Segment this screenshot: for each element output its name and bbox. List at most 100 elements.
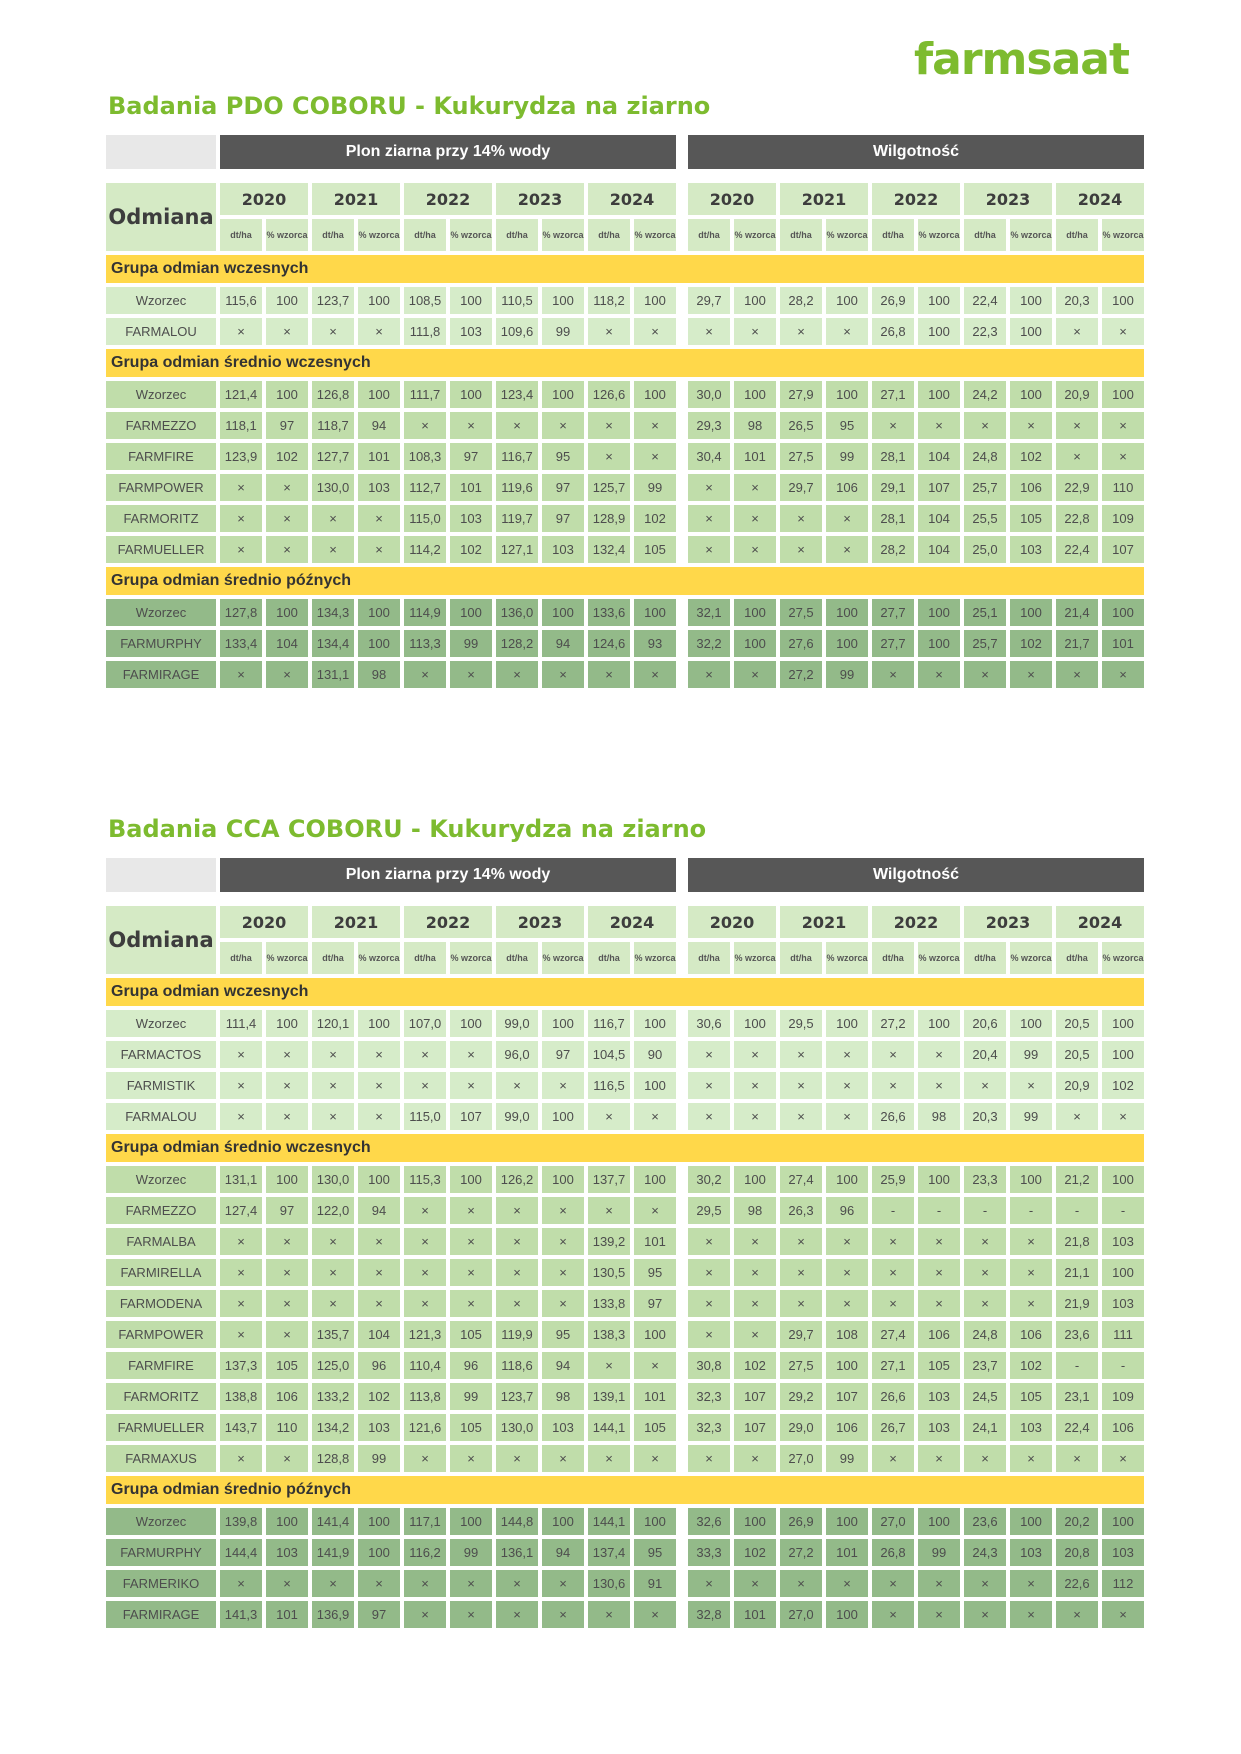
value-cell: 27,2 bbox=[780, 1539, 822, 1566]
value-cell: 100 bbox=[634, 1072, 676, 1099]
value-cell: × bbox=[780, 1103, 822, 1130]
unit-dtha-header: dt/ha bbox=[312, 942, 354, 974]
value-cell: 106 bbox=[826, 1414, 868, 1441]
value-cell: 103 bbox=[1102, 1228, 1144, 1255]
variety-name: Wzorzec bbox=[106, 1166, 216, 1193]
value-cell: 20,4 bbox=[964, 1041, 1006, 1068]
value-cell: 121,6 bbox=[404, 1414, 446, 1441]
value-cell: 28,1 bbox=[872, 505, 914, 532]
value-cell: 22,4 bbox=[964, 287, 1006, 314]
value-cell: 127,7 bbox=[312, 443, 354, 470]
value-cell: 133,4 bbox=[220, 630, 262, 657]
band-gap bbox=[680, 1290, 684, 1317]
value-cell: 104 bbox=[358, 1321, 400, 1348]
value-cell: × bbox=[1010, 412, 1052, 439]
value-cell: 30,2 bbox=[688, 1166, 730, 1193]
value-cell: 107 bbox=[450, 1103, 492, 1130]
value-cell: 100 bbox=[918, 1166, 960, 1193]
value-cell: 105 bbox=[450, 1414, 492, 1441]
value-cell: 133,8 bbox=[588, 1290, 630, 1317]
value-cell: 106 bbox=[1102, 1414, 1144, 1441]
value-cell: 100 bbox=[542, 287, 584, 314]
value-cell: × bbox=[266, 1321, 308, 1348]
odmiana-header: Odmiana bbox=[106, 906, 216, 974]
band-gap bbox=[680, 1010, 684, 1037]
variety-name: Wzorzec bbox=[106, 287, 216, 314]
value-cell: 117,1 bbox=[404, 1508, 446, 1535]
unit-pct-header: % wzorca bbox=[358, 942, 400, 974]
unit-dtha-header: dt/ha bbox=[964, 942, 1006, 974]
value-cell: × bbox=[634, 1103, 676, 1130]
value-cell: 100 bbox=[358, 599, 400, 626]
value-cell: × bbox=[688, 1321, 730, 1348]
value-cell: × bbox=[826, 1041, 868, 1068]
value-cell: 99 bbox=[450, 1539, 492, 1566]
value-cell: 100 bbox=[634, 599, 676, 626]
value-cell: × bbox=[450, 661, 492, 688]
table-row: FARMAXUS × × 128,8 99 × × × × × × × × 27,0 99 × × × × × × bbox=[106, 1445, 1144, 1472]
value-cell: × bbox=[220, 1103, 262, 1130]
value-cell: 121,4 bbox=[220, 381, 262, 408]
value-cell: 105 bbox=[1010, 505, 1052, 532]
value-cell: 96,0 bbox=[496, 1041, 538, 1068]
value-cell: 100 bbox=[826, 599, 868, 626]
value-cell: × bbox=[634, 412, 676, 439]
value-cell: × bbox=[220, 1228, 262, 1255]
value-cell: 102 bbox=[1010, 1352, 1052, 1379]
value-cell: × bbox=[918, 1601, 960, 1628]
band-gap bbox=[680, 287, 684, 314]
value-cell: × bbox=[312, 1290, 354, 1317]
value-cell: × bbox=[734, 474, 776, 501]
value-cell: 99 bbox=[826, 661, 868, 688]
value-cell: × bbox=[542, 1570, 584, 1597]
value-cell: × bbox=[266, 1041, 308, 1068]
band-gap bbox=[680, 661, 684, 688]
value-cell: 97 bbox=[542, 505, 584, 532]
table-row: FARMUELLER × × × × 114,2 102 127,1 103 132,4 105 × ×… bbox=[106, 536, 1144, 563]
value-cell: × bbox=[1010, 1601, 1052, 1628]
value-cell: × bbox=[1102, 412, 1144, 439]
value-cell: 23,6 bbox=[964, 1508, 1006, 1535]
value-cell: × bbox=[918, 1228, 960, 1255]
unit-dtha-header: dt/ha bbox=[220, 942, 262, 974]
value-cell: - bbox=[872, 1197, 914, 1224]
value-cell: 28,2 bbox=[872, 536, 914, 563]
value-cell: 119,6 bbox=[496, 474, 538, 501]
value-cell: × bbox=[734, 1041, 776, 1068]
table-row: FARMFIRE 123,9 102 127,7 101 108,3 97 116,7 95 × ×… bbox=[106, 443, 1144, 470]
variety-name: FARMIRELLA bbox=[106, 1259, 216, 1286]
value-cell: 26,7 bbox=[872, 1414, 914, 1441]
value-cell: 102 bbox=[1010, 443, 1052, 470]
band-gap bbox=[680, 536, 684, 563]
value-cell: × bbox=[588, 1445, 630, 1472]
value-cell: × bbox=[266, 1228, 308, 1255]
variety-name: Wzorzec bbox=[106, 599, 216, 626]
cca-results-table: Plon ziarna przy 14% wody Wilgotność Odmia… bbox=[102, 854, 1148, 1632]
value-cell: × bbox=[964, 412, 1006, 439]
value-cell: 100 bbox=[918, 599, 960, 626]
value-cell: × bbox=[734, 1259, 776, 1286]
value-cell: 122,0 bbox=[312, 1197, 354, 1224]
unit-dtha-header: dt/ha bbox=[404, 219, 446, 251]
value-cell: 100 bbox=[358, 287, 400, 314]
value-cell: × bbox=[918, 1445, 960, 1472]
value-cell: 32,3 bbox=[688, 1383, 730, 1410]
year-header: 2021 bbox=[780, 906, 868, 938]
value-cell: × bbox=[964, 1290, 1006, 1317]
table-row: FARMPOWER × × 135,7 104 121,3 105 119,9 95 138,3 1… bbox=[106, 1321, 1144, 1348]
value-cell: 28,2 bbox=[780, 287, 822, 314]
value-cell: 100 bbox=[1010, 1508, 1052, 1535]
variety-name: Wzorzec bbox=[106, 381, 216, 408]
value-cell: × bbox=[688, 1041, 730, 1068]
unit-dtha-header: dt/ha bbox=[220, 219, 262, 251]
value-cell: × bbox=[542, 412, 584, 439]
value-cell: × bbox=[266, 1290, 308, 1317]
group-label: Grupa odmian średnio wczesnych bbox=[106, 349, 1144, 377]
value-cell: 100 bbox=[1102, 287, 1144, 314]
value-cell: 100 bbox=[634, 1508, 676, 1535]
variety-name: FARMISTIK bbox=[106, 1072, 216, 1099]
variety-name: FARMIRAGE bbox=[106, 1601, 216, 1628]
value-cell: 118,2 bbox=[588, 287, 630, 314]
unit-pct-header: % wzorca bbox=[634, 942, 676, 974]
value-cell: 114,2 bbox=[404, 536, 446, 563]
